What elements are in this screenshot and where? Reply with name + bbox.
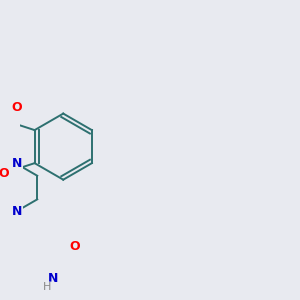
Text: O: O (11, 100, 22, 114)
Text: N: N (48, 272, 58, 284)
Text: O: O (0, 167, 8, 180)
Text: N: N (12, 205, 22, 218)
Text: H: H (43, 283, 52, 292)
Text: O: O (70, 240, 80, 253)
Text: N: N (12, 158, 22, 170)
